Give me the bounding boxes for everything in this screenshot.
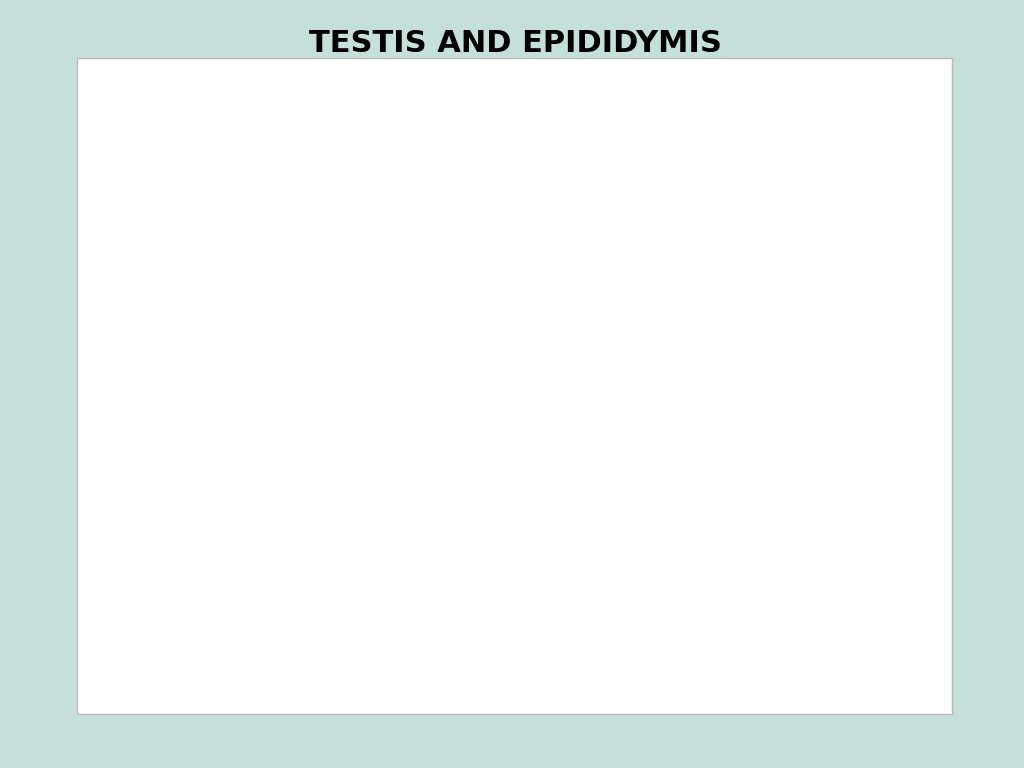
Polygon shape xyxy=(350,173,679,711)
Polygon shape xyxy=(373,192,656,689)
Ellipse shape xyxy=(510,409,633,527)
Ellipse shape xyxy=(464,336,521,372)
Text: TESTIS AND EPIDIDYMIS: TESTIS AND EPIDIDYMIS xyxy=(308,29,722,58)
Polygon shape xyxy=(340,225,514,399)
Polygon shape xyxy=(449,78,581,215)
Polygon shape xyxy=(379,196,650,392)
Polygon shape xyxy=(497,78,532,202)
Text: Body of epididymis: Body of epididymis xyxy=(124,249,416,266)
Ellipse shape xyxy=(418,330,629,534)
Ellipse shape xyxy=(506,320,558,362)
Polygon shape xyxy=(366,209,664,346)
Polygon shape xyxy=(514,225,689,399)
Polygon shape xyxy=(383,201,646,678)
Ellipse shape xyxy=(449,350,510,415)
Ellipse shape xyxy=(446,307,521,359)
Text: Testis:
  4-5 cm long
  plum-shaped: Testis: 4-5 cm long plum-shaped xyxy=(574,225,810,284)
Text: Spermatic cord: Spermatic cord xyxy=(548,331,844,434)
Ellipse shape xyxy=(479,312,541,361)
Text: Head of epididymis: Head of epididymis xyxy=(104,337,464,409)
Ellipse shape xyxy=(500,342,548,375)
Polygon shape xyxy=(340,163,689,723)
Ellipse shape xyxy=(427,327,532,438)
Polygon shape xyxy=(361,182,668,700)
Ellipse shape xyxy=(484,352,527,381)
